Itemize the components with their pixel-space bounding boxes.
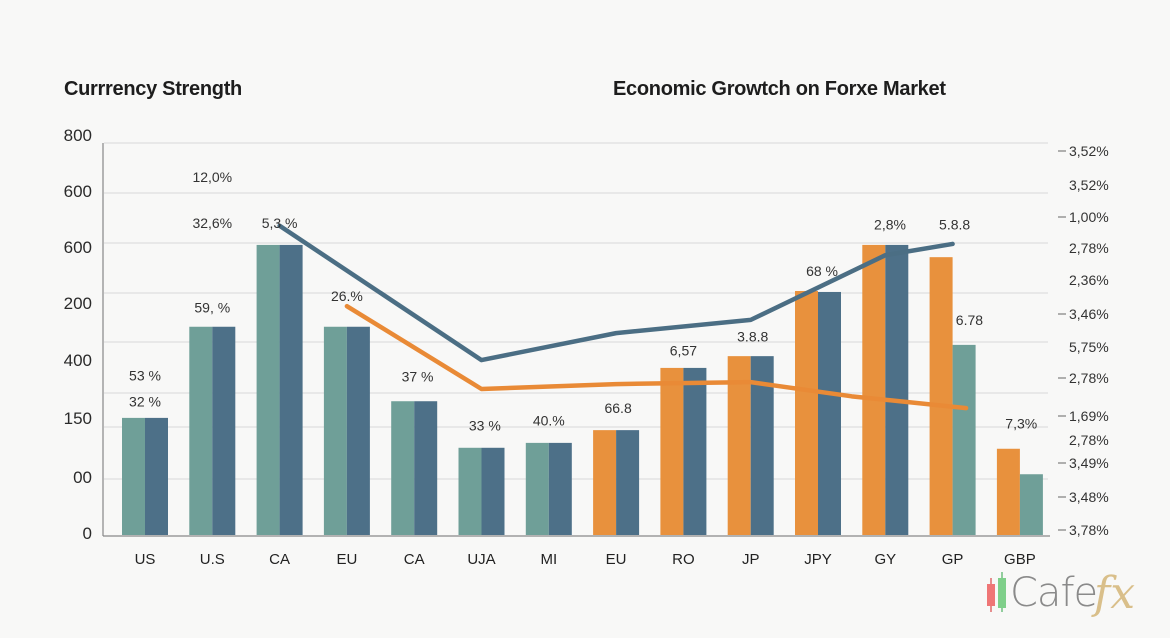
bar-right-4 [414, 401, 438, 535]
x-tick-label: UJA [467, 551, 495, 568]
bar-left-13 [996, 448, 1020, 535]
data-label: 12,0% [192, 169, 232, 185]
right-tick-label: 2,78% [1069, 432, 1109, 448]
x-tick-label: MI [540, 551, 557, 568]
bar-left-12 [929, 257, 953, 535]
right-tick-label: 1,69% [1069, 408, 1109, 424]
data-label: 33 % [469, 418, 501, 434]
right-tick-label: 3,46% [1069, 306, 1109, 322]
x-tick-label: CA [269, 551, 290, 568]
x-tick-label: GBP [1004, 551, 1036, 568]
bar-right-8 [683, 367, 707, 535]
cafefx-logo: Cafe fx [984, 568, 1164, 620]
data-label: 5.8.8 [939, 217, 970, 233]
bar-left-11 [862, 244, 886, 536]
bar-left-3 [323, 326, 347, 535]
data-label: 37 % [402, 369, 434, 385]
data-label: 53 % [129, 368, 161, 384]
right-tick-label: 5,75% [1069, 339, 1109, 355]
bar-left-2 [256, 244, 280, 536]
bar-left-9 [727, 356, 751, 535]
data-label: 3.8.8 [737, 328, 768, 344]
y-tick-label: 600 [64, 182, 92, 201]
bar-left-7 [593, 430, 617, 535]
data-label: 5,3 % [262, 215, 298, 231]
data-label: 6,57 [670, 343, 697, 359]
bar-right-3 [346, 326, 370, 535]
right-tick-label: 3,78% [1069, 522, 1109, 538]
data-label: 2,8% [874, 217, 906, 233]
bar-left-5 [458, 447, 482, 535]
x-tick-label: US [135, 551, 156, 568]
chart-subtitle: Economic Growtch on Forxe Market [613, 78, 946, 100]
bar-left-4 [391, 401, 415, 535]
right-tick-label: 1,00% [1069, 209, 1109, 225]
x-tick-label: JPY [804, 551, 832, 568]
data-label: 32,6% [192, 215, 232, 231]
right-tick-label: 2,36% [1069, 272, 1109, 288]
right-tick-label: 3,52% [1069, 177, 1109, 193]
bar-right-6 [548, 442, 572, 535]
bar-right-9 [750, 356, 774, 535]
x-tick-label: RO [672, 551, 695, 568]
data-label: 59, % [194, 300, 230, 316]
y-tick-label: 800 [64, 126, 92, 145]
candlestick-icon [987, 572, 1006, 612]
bar-right-11 [885, 244, 909, 536]
logo-text-accent: fx [1094, 568, 1136, 619]
bar-right-10 [818, 291, 841, 535]
y-tick-label: 0 [83, 524, 92, 543]
bar-right-1 [212, 326, 236, 535]
right-tick-label: 3,49% [1069, 455, 1109, 471]
bar-right-2 [279, 244, 303, 536]
bar-right-12 [952, 344, 976, 535]
bar-right-0 [145, 417, 168, 535]
y-tick-label: 600 [64, 238, 92, 257]
data-label: 6.78 [956, 312, 983, 328]
line-series-blue [277, 223, 955, 363]
bar-left-10 [795, 290, 818, 535]
line-series-orange [344, 303, 969, 411]
lines [277, 223, 969, 411]
bar-left-8 [660, 367, 684, 535]
data-label: 66.8 [604, 400, 631, 416]
right-tick-label: 3,48% [1069, 489, 1109, 505]
y-tick-label: 00 [73, 468, 92, 487]
bar-left-1 [189, 326, 213, 535]
right-tick-label: 2,78% [1069, 370, 1109, 386]
x-tick-label: EU [606, 551, 627, 568]
chart-title: Currrency Strength [64, 78, 242, 100]
right-tick-label: 3,52% [1069, 143, 1109, 159]
right-tick-label: 2,78% [1069, 240, 1109, 256]
x-tick-label: GP [942, 551, 964, 568]
data-labels: 12,0% 32,6% 5,3 % 59, % 26.% 53 % 32 % 37 % 33 %… [129, 169, 1037, 433]
data-label: 26.% [331, 288, 363, 304]
bar-right-5 [481, 447, 505, 535]
x-tick-label: GY [874, 551, 896, 568]
bar-right-7 [616, 430, 640, 535]
logo-text-main: Cafe [1010, 570, 1098, 616]
y-tick-label: 150 [64, 409, 92, 428]
data-label: 68 % [806, 263, 838, 279]
bar-right-13 [1019, 474, 1043, 535]
data-label: 40.% [533, 413, 565, 429]
y-tick-label: 200 [64, 294, 92, 313]
bar-left-0 [122, 417, 145, 535]
x-tick-label: JP [742, 551, 760, 568]
bar-left-6 [525, 442, 549, 535]
data-label: 7,3% [1005, 416, 1037, 432]
data-label: 32 % [129, 394, 161, 410]
axes: US U.S CA EU CA UJA MI EU RO JP JPY GY GP GBP 800 600 60… [64, 126, 1109, 568]
y-tick-label: 400 [64, 351, 92, 370]
bars [122, 244, 1043, 536]
x-tick-label: EU [336, 551, 357, 568]
x-tick-label: U.S [200, 551, 225, 568]
x-tick-label: CA [404, 551, 425, 568]
